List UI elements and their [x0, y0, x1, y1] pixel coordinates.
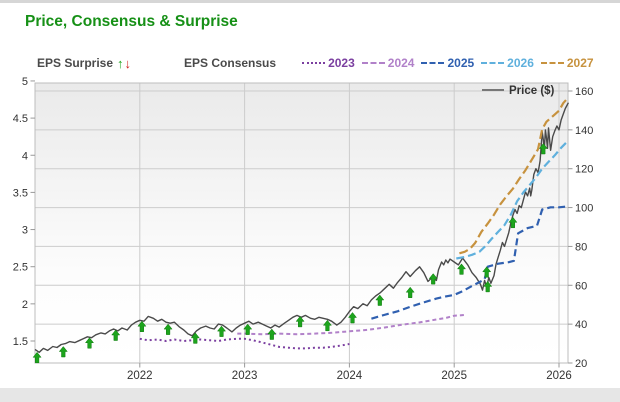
series-line-2025 [371, 205, 568, 320]
price-line-legend: Price ($) [482, 85, 555, 97]
plot-border [34, 82, 569, 364]
right-axis-tick: 160 [575, 86, 593, 98]
surprise-up-arrow [190, 332, 200, 344]
legend-year-label: 2023 [328, 56, 355, 70]
x-axis-tick: 2023 [232, 370, 258, 382]
surprise-up-arrow [538, 143, 548, 155]
surprise-up-arrow [295, 315, 305, 328]
eps-surprise-arrows [32, 143, 548, 364]
legend-year-2023: 2023 [302, 56, 355, 70]
x-axis-tick: 2022 [127, 370, 153, 382]
surprise-up-arrow [483, 280, 493, 293]
top-divider [0, 0, 620, 3]
surprise-up-arrow [243, 323, 253, 335]
legend-year-2024: 2024 [361, 56, 415, 70]
left-axis-tick: 4.5 [13, 113, 28, 125]
series-line-2023 [139, 337, 350, 350]
surprise-up-arrow-icon: ↑ [117, 55, 124, 71]
legend-year-label: 2025 [447, 56, 475, 70]
bottom-margin-strip [0, 388, 620, 402]
left-axis-tick: 2 [22, 299, 28, 311]
left-axis-tick: 5 [22, 76, 28, 88]
legend-swatch-2027 [540, 62, 564, 64]
surprise-up-arrow [58, 346, 68, 358]
legend-year-2025: 2025 [421, 56, 474, 70]
legend-bar: EPS Surprise ↑ ↓ EPS Consensus 2023 2024 2… [37, 56, 614, 70]
right-axis-tick: 40 [575, 319, 587, 331]
legend-swatch-2025 [421, 62, 445, 64]
price-legend-label: Price ($) [509, 85, 555, 97]
legend-year-label: 2026 [507, 56, 534, 70]
surprise-up-arrow [111, 329, 121, 341]
surprise-up-arrow [405, 286, 415, 298]
surprise-up-arrow [456, 263, 467, 275]
surprise-up-arrow [84, 337, 95, 349]
legend-swatch-2023 [302, 62, 326, 64]
series-line-2026 [456, 139, 570, 260]
left-axis-tick: 1.5 [13, 336, 28, 348]
surprise-up-arrow [482, 266, 492, 278]
x-axis-tick: 2026 [546, 370, 572, 382]
right-axis-tick: 100 [575, 203, 593, 215]
legend-year-label: 2027 [566, 56, 594, 70]
surprise-up-arrow [267, 328, 277, 340]
surprise-up-arrow [347, 312, 358, 324]
legend-swatch-2026 [481, 62, 505, 64]
left-axis-tick: 3.5 [13, 187, 28, 199]
right-axis-tick: 120 [575, 164, 593, 176]
x-axis-tick: 2025 [441, 370, 467, 382]
axis-labels: 5 4.5 4 3.5 3 2.5 2 1.5 160 140 120 100 80 60 40 20 2022… [13, 76, 594, 382]
surprise-up-arrow [216, 325, 227, 337]
legend-year-label: 2024 [387, 56, 415, 70]
consensus-year-legend: 2023 2024 2025 2026 2027 [302, 56, 601, 70]
right-axis-tick: 80 [575, 241, 587, 253]
series-line-2024 [237, 314, 465, 336]
chart-title: Price, Consensus & Surprise [25, 13, 238, 30]
surprise-up-arrow [375, 294, 385, 306]
surprise-up-arrow [163, 323, 173, 335]
surprise-up-arrow [322, 319, 332, 332]
left-axis-tick: 3 [22, 225, 28, 237]
surprise-up-arrow [508, 216, 518, 229]
x-axis-tick: 2024 [337, 370, 363, 382]
surprise-up-arrow [428, 273, 438, 285]
legend-swatch-2024 [361, 62, 385, 64]
series-line-Price($) [34, 102, 570, 353]
right-axis-tick: 20 [575, 358, 587, 370]
legend-year-2027: 2027 [540, 56, 594, 70]
right-axis-tick: 140 [575, 125, 593, 137]
legend-year-2026: 2026 [481, 56, 534, 70]
surprise-up-arrow [32, 351, 42, 364]
eps-surprise-label: EPS Surprise [37, 56, 114, 70]
left-axis-tick: 4 [22, 150, 28, 162]
eps-consensus-label: EPS Consensus [184, 56, 277, 70]
left-axis-tick: 2.5 [13, 262, 28, 274]
series-line-2027 [459, 96, 570, 255]
surprise-down-arrow-icon: ↓ [124, 55, 132, 71]
surprise-up-arrow [137, 320, 147, 332]
right-axis-tick: 60 [575, 280, 587, 292]
